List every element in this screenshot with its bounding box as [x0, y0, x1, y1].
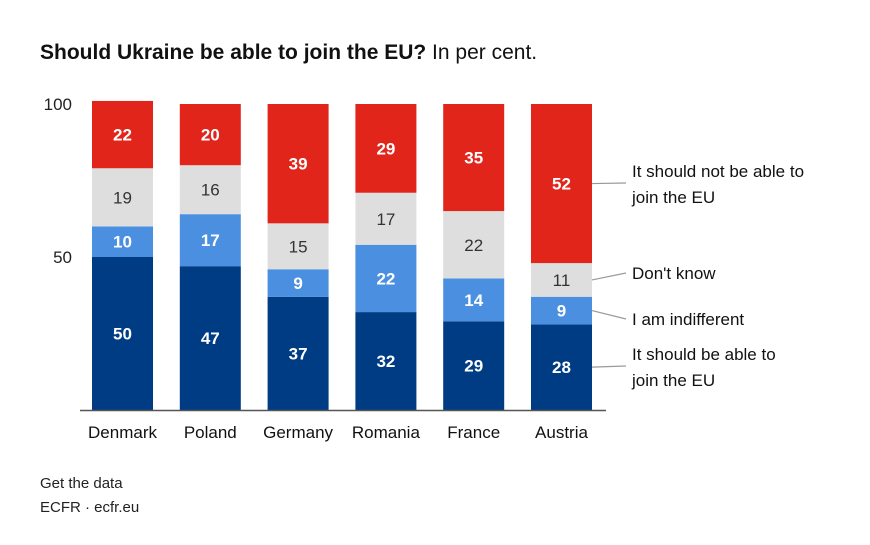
bar-segment — [355, 192, 417, 245]
data-label: 10 — [113, 233, 132, 252]
data-label: 28 — [552, 358, 571, 377]
data-label: 14 — [464, 291, 483, 310]
bar-segment — [355, 312, 417, 410]
x-tick-label: Poland — [184, 423, 237, 442]
data-label: 9 — [557, 302, 566, 321]
legend-label: I am indifferent — [632, 310, 744, 329]
x-tick-label: Denmark — [88, 423, 157, 442]
bar-segment — [443, 321, 505, 410]
data-label: 52 — [552, 175, 571, 194]
data-label: 47 — [201, 329, 220, 348]
data-label: 39 — [289, 155, 308, 174]
data-label: 22 — [376, 269, 395, 288]
x-tick-label: Austria — [535, 423, 588, 442]
x-tick-label: Romania — [352, 423, 421, 442]
bar-segment — [179, 165, 241, 215]
data-label: 9 — [293, 274, 302, 293]
y-tick-label: 100 — [44, 95, 72, 114]
data-label: 29 — [464, 357, 483, 376]
data-label: 37 — [289, 344, 308, 363]
bar-segment — [355, 104, 417, 193]
get-the-data-link[interactable]: Get the data — [40, 475, 123, 492]
data-label: 29 — [376, 139, 395, 158]
bar-segment — [443, 104, 505, 212]
bar-segment — [531, 296, 592, 325]
bar-segment — [267, 269, 329, 297]
bar-segment — [531, 263, 592, 297]
source-text: ECFR · ecfr.eu — [40, 499, 140, 516]
bar-segment — [179, 214, 241, 267]
legend-leader-line — [591, 309, 627, 320]
bar-segment — [179, 266, 241, 410]
bar-segment — [92, 168, 153, 227]
legend-leader-line — [591, 182, 627, 185]
data-label: 22 — [464, 236, 483, 255]
x-tick-label: France — [447, 423, 500, 442]
data-label: 20 — [201, 126, 220, 145]
bar-segment — [92, 257, 153, 410]
bar-segment — [443, 211, 505, 279]
data-label: 19 — [113, 188, 132, 207]
y-tick-label: 50 — [53, 248, 72, 267]
bar-segment — [355, 244, 417, 313]
bar-segment — [92, 100, 153, 169]
data-label: 11 — [553, 271, 571, 290]
data-label: 50 — [113, 325, 132, 344]
legend-leader-line — [591, 272, 627, 281]
bar-segment — [267, 296, 329, 410]
data-label: 16 — [201, 181, 220, 200]
legend-label: It should not be able to join the EU — [631, 162, 804, 207]
data-label: 17 — [201, 231, 220, 250]
bar-segment — [531, 324, 592, 410]
chart-title: Should Ukraine be able to join the EU? I… — [40, 41, 538, 64]
bar-segment — [267, 104, 329, 224]
bar-segment — [531, 104, 592, 264]
legend-label: It should be able to join the EU — [631, 345, 776, 390]
bar-segment — [267, 223, 329, 270]
data-label: 17 — [376, 210, 395, 229]
bar-segment — [179, 104, 241, 166]
data-label: 32 — [376, 352, 395, 371]
legend-leader-line — [591, 365, 627, 368]
data-label: 22 — [113, 126, 132, 145]
x-tick-label: Germany — [263, 423, 333, 442]
data-label: 15 — [289, 237, 308, 256]
bar-segment — [92, 226, 153, 257]
data-label: 35 — [464, 149, 483, 168]
legend-label: Don't know — [632, 264, 716, 283]
bar-segment — [443, 278, 505, 322]
